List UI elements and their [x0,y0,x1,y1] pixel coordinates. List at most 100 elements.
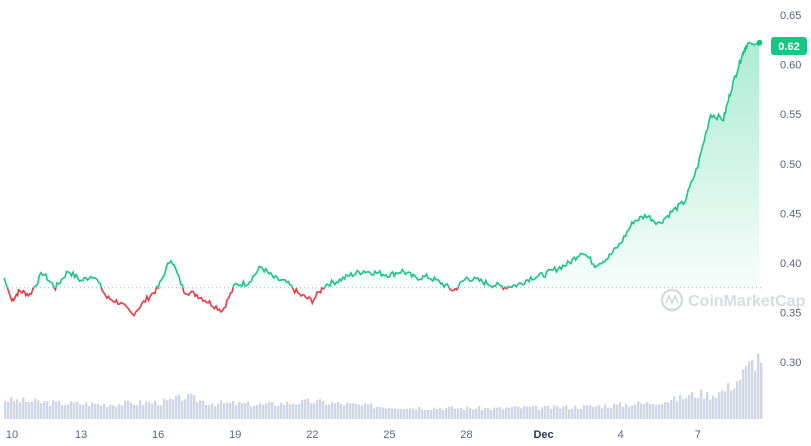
volume-bar [628,406,631,419]
volume-bar [367,404,370,419]
volume-bar [358,404,361,419]
volume-bar [517,406,520,419]
x-tick-label: 25 [383,429,395,441]
volume-bar [379,406,382,419]
volume-bar [49,405,52,419]
volume-bar [70,401,73,419]
y-tick-label: 0.65 [780,10,801,22]
price-line-up [3,41,760,288]
volume-bar [574,405,577,419]
volume-bar [46,401,49,419]
volume-bar [244,403,247,419]
volume-bar [88,406,91,419]
volume-bar [661,403,664,419]
volume-bar [466,406,469,419]
volume-bar [157,405,160,419]
volume-bar [61,405,64,419]
volume-bar [397,408,400,419]
volume-bar [745,365,748,419]
volume-bar [202,400,205,419]
volume-bar [676,401,679,419]
volume-bar [391,408,394,419]
volume-bar [268,401,271,419]
volume-bar [553,405,556,419]
y-tick-label: 0.45 [780,208,801,220]
volume-bar [340,403,343,419]
volume-bar [235,405,238,419]
volume-bar [421,409,424,419]
last-price-dot [756,39,763,46]
volume-bar [211,403,214,419]
volume-bar [388,407,391,419]
volume-bar [277,406,280,419]
volume-bar [424,409,427,419]
volume-bar [622,406,625,419]
volume-bar [637,401,640,419]
volume-bar [706,391,709,419]
volume-bar [355,403,358,419]
volume-bar [352,403,355,419]
volume-bar [190,394,193,419]
volume-bar [631,405,634,419]
volume-bar [565,405,568,419]
volume-bar [208,404,211,419]
volume-bar [607,407,610,419]
volume-bar [16,399,19,419]
volume-bar [694,397,697,419]
volume-bar [337,402,340,419]
y-tick-label: 0.30 [780,357,801,369]
volume-bar [724,391,727,419]
volume-bar [313,403,316,419]
volume-bar [205,404,208,419]
volume-bar [730,390,733,419]
volume-bar [253,405,256,419]
volume-bar [94,403,97,419]
volume-bar [571,408,574,419]
volume-bar [541,407,544,419]
volume-bar [478,406,481,419]
volume-bar [625,404,628,419]
volume-bar [73,402,76,419]
volume-bar [454,408,457,419]
x-tick-label: Dec [533,429,553,441]
x-tick-label: 19 [229,429,241,441]
volume-bar [382,407,385,419]
volume-bar [727,383,730,419]
volume-bar [400,409,403,419]
volume-bar [604,404,607,419]
volume-bar [106,407,109,419]
volume-bar [664,402,667,419]
volume-bar [292,403,295,419]
volume-bar [286,401,289,419]
volume-bar [136,405,139,419]
volume-bar [169,398,172,419]
volume-bar [655,404,658,419]
volume-bar [748,361,751,419]
volume-bar [442,409,445,419]
volume-bar [58,400,61,419]
volume-bar [673,396,676,419]
volume-bar [307,398,310,419]
volume-bar [55,401,58,419]
volume-bar [247,401,250,419]
volume-bars [4,353,763,419]
volume-bar [121,405,124,419]
volume-bar [589,405,592,419]
volume-bar [430,409,433,419]
volume-bar [697,397,700,419]
volume-bar [736,381,739,419]
volume-bar [649,404,652,419]
volume-bar [757,353,760,419]
volume-bar [484,408,487,419]
volume-bar [100,405,103,419]
volume-bar [667,402,670,419]
volume-bar [133,405,136,419]
volume-bar [274,405,277,419]
volume-bar [22,397,25,419]
volume-bar [721,390,724,419]
volume-bar [718,392,721,419]
volume-bar [406,408,409,419]
volume-bar [448,406,451,419]
volume-bar [142,404,145,419]
volume-bar [331,402,334,419]
